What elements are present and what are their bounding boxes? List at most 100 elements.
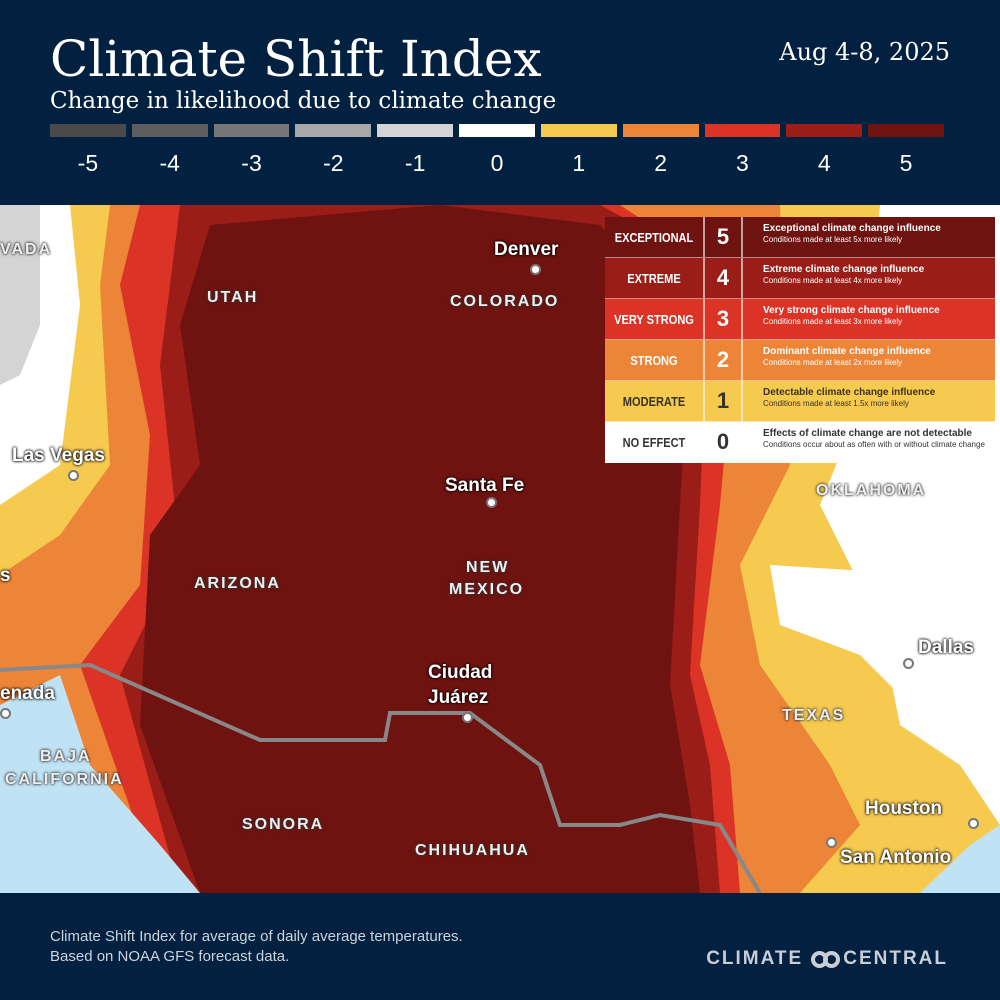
us-mexico-border xyxy=(0,662,762,893)
scale-label: 4 xyxy=(817,150,831,176)
legend-title: Effects of climate change are not detect… xyxy=(763,428,972,439)
legend-description: Dominant climate change influence Conditi… xyxy=(743,340,995,380)
footnote-line: Based on NOAA GFS forecast data. xyxy=(50,948,290,965)
scale-swatch xyxy=(786,124,863,137)
legend-description: Detectable climate change influence Condi… xyxy=(743,381,995,421)
page-subtitle: Change in likelihood due to climate chan… xyxy=(50,88,557,114)
city-santa-fe: Santa Fe xyxy=(445,475,525,496)
scale-swatch xyxy=(868,124,944,137)
state-new-mexico: MEXICO xyxy=(449,581,525,598)
city-marker xyxy=(462,712,473,723)
legend-category: VERY STRONG xyxy=(614,311,694,327)
legend-category: NO EFFECT xyxy=(622,434,686,450)
city-dallas: Dallas xyxy=(918,637,974,658)
scale-label: -1 xyxy=(404,150,426,176)
legend-title: Detectable climate change influence xyxy=(763,387,936,398)
scale-label: 0 xyxy=(490,150,504,176)
state-colorado: COLORADO xyxy=(450,293,560,310)
legend-row: MODERATE 1 Detectable climate change influ… xyxy=(605,381,995,422)
legend-value: 1 xyxy=(703,381,743,421)
map: EXCEPTIONAL 5 Exceptional climate change i… xyxy=(0,205,1000,893)
city-ciudad-juarez: Juárez xyxy=(428,687,489,708)
legend-title: Exceptional climate change influence xyxy=(763,223,941,234)
zone-exceptional xyxy=(140,205,700,893)
scale-step: -5 xyxy=(50,124,126,177)
legend-description: Very strong climate change influence Cond… xyxy=(743,299,995,339)
scale-swatch xyxy=(131,124,208,137)
legend-row: VERY STRONG 3 Very strong climate change i… xyxy=(605,299,995,340)
climate-central-logo: CLIMATE CENTRAL xyxy=(706,948,948,970)
scale-label: -3 xyxy=(241,150,262,176)
color-scale: -5 -4 -3 -2 -1 0 1 2 3 4 5 xyxy=(50,124,944,177)
city-san-antonio: San Antonio xyxy=(840,847,952,868)
city-marker xyxy=(68,470,79,481)
state-chihuahua: CHIHUAHUA xyxy=(415,842,530,859)
legend-row: EXCEPTIONAL 5 Exceptional climate change i… xyxy=(605,217,995,258)
scale-step: -3 xyxy=(213,124,290,177)
city-denver: Denver xyxy=(494,239,559,260)
footnote-line: Climate Shift Index for average of daily… xyxy=(50,928,463,945)
scale-label: 3 xyxy=(736,150,749,176)
zone-negative xyxy=(0,205,40,385)
footnote: Climate Shift Index for average of daily… xyxy=(50,927,463,967)
scale-step: 1 xyxy=(540,124,617,177)
legend-row: STRONG 2 Dominant climate change influence… xyxy=(605,340,995,381)
legend-category: EXTREME xyxy=(627,270,681,286)
scale-step: -2 xyxy=(295,124,372,177)
scale-step: -1 xyxy=(377,124,454,177)
legend-category: EXCEPTIONAL xyxy=(614,229,694,245)
scale-swatch xyxy=(459,124,535,137)
scale-label: 5 xyxy=(899,150,913,176)
footer: Climate Shift Index for average of daily… xyxy=(0,893,1000,1000)
legend-category: STRONG xyxy=(630,352,678,368)
scale-swatch xyxy=(295,124,372,137)
city-marker xyxy=(903,658,914,669)
scale-swatch xyxy=(704,124,781,137)
csi-legend: EXCEPTIONAL 5 Exceptional climate change i… xyxy=(605,217,995,463)
legend-description: Extreme climate change influence Conditio… xyxy=(743,258,995,298)
state-nevada: VADA xyxy=(0,241,53,258)
city-las-vegas: Las Vegas xyxy=(12,445,105,466)
state-arizona: ARIZONA xyxy=(194,575,281,592)
legend-title: Extreme climate change influence xyxy=(763,264,925,275)
city-marker xyxy=(486,497,497,508)
scale-step: 0 xyxy=(459,124,535,177)
scale-step: -4 xyxy=(131,124,208,177)
legend-value: 3 xyxy=(703,299,743,339)
legend-detail: Conditions made at least 3x more likely xyxy=(763,317,903,326)
state-utah: UTAH xyxy=(207,289,259,306)
legend-description: Effects of climate change are not detect… xyxy=(743,422,995,462)
city-ciudad-juarez: Ciudad xyxy=(428,662,493,683)
legend-category: MODERATE xyxy=(622,393,686,409)
legend-value: 0 xyxy=(703,422,743,462)
scale-swatch xyxy=(50,124,126,137)
brand-text: CENTRAL xyxy=(843,948,948,969)
scale-swatch xyxy=(377,124,454,137)
city-houston: Houston xyxy=(865,798,943,819)
scale-label: -5 xyxy=(77,150,99,176)
legend-detail: Conditions made at least 2x more likely xyxy=(763,358,903,367)
scale-step: 4 xyxy=(786,124,863,177)
legend-value: 5 xyxy=(703,217,743,257)
legend-value: 2 xyxy=(703,340,743,380)
state-oklahoma: OKLAHOMA xyxy=(816,482,927,499)
city-marker xyxy=(0,708,11,719)
legend-title: Dominant climate change influence xyxy=(763,346,931,357)
legend-detail: Conditions occur about as often with or … xyxy=(763,440,985,449)
legend-detail: Conditions made at least 4x more likely xyxy=(763,276,903,285)
zone-none-east xyxy=(770,565,1000,765)
city-marker xyxy=(530,264,541,275)
state-new-mexico: NEW xyxy=(466,559,510,576)
scale-step: 3 xyxy=(704,124,781,177)
scale-label: 2 xyxy=(654,150,667,176)
state-texas: TEXAS xyxy=(782,707,846,724)
legend-title: Very strong climate change influence xyxy=(763,305,940,316)
date-range: Aug 4-8, 2025 xyxy=(779,38,950,66)
scale-swatch xyxy=(213,124,290,137)
legend-detail: Conditions made at least 1.5x more likel… xyxy=(763,399,909,408)
scale-label: 1 xyxy=(572,150,586,176)
pacific-ocean xyxy=(0,675,200,893)
city-marker xyxy=(968,818,979,829)
scale-label: -4 xyxy=(159,150,180,176)
scale-swatch xyxy=(622,124,699,137)
